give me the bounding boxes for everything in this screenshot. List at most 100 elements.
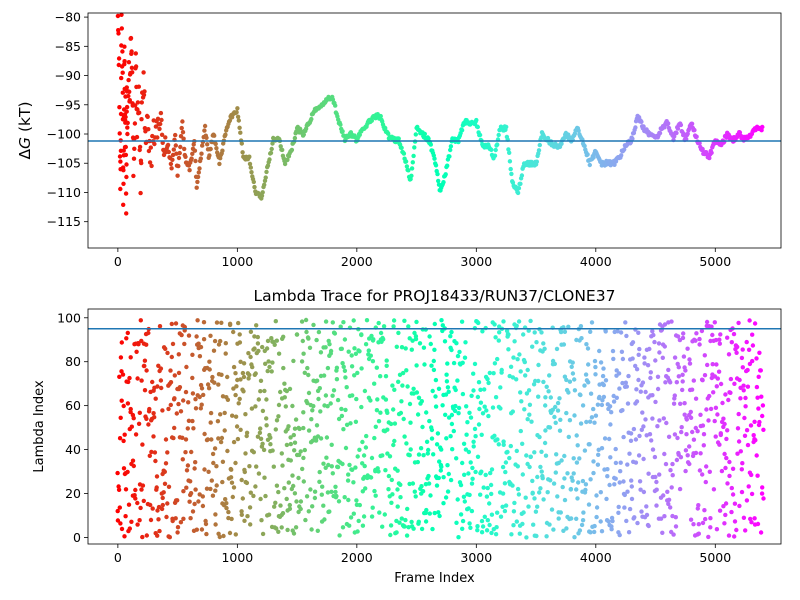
lambda-point bbox=[569, 364, 574, 369]
lambda-point bbox=[688, 415, 694, 420]
lambda-point bbox=[502, 481, 508, 486]
top-y-tick-label: −115 bbox=[47, 214, 81, 229]
lambda-point bbox=[437, 459, 442, 464]
lambda-point bbox=[298, 506, 303, 512]
lambda-point bbox=[351, 511, 356, 516]
lambda-point bbox=[683, 448, 689, 453]
dg-point bbox=[134, 134, 140, 140]
lambda-point bbox=[750, 358, 755, 364]
dg-point bbox=[207, 153, 212, 158]
lambda-point bbox=[466, 471, 471, 476]
lambda-point bbox=[728, 376, 734, 382]
lambda-point bbox=[444, 372, 449, 377]
lambda-point bbox=[293, 417, 299, 422]
lambda-point bbox=[230, 413, 235, 418]
lambda-point bbox=[323, 465, 328, 470]
lambda-point bbox=[492, 361, 498, 366]
lambda-point bbox=[718, 332, 723, 337]
lambda-point bbox=[269, 336, 274, 341]
lambda-point bbox=[160, 502, 165, 508]
lambda-point bbox=[547, 522, 552, 527]
lambda-point bbox=[572, 413, 577, 418]
lambda-point bbox=[115, 518, 121, 523]
lambda-point bbox=[651, 332, 656, 338]
lambda-point bbox=[536, 378, 541, 384]
lambda-point bbox=[241, 389, 246, 394]
lambda-point bbox=[255, 341, 261, 346]
lambda-point bbox=[324, 435, 330, 440]
dg-point bbox=[118, 186, 123, 192]
lambda-point bbox=[617, 480, 622, 485]
lambda-point bbox=[199, 402, 204, 407]
lambda-point bbox=[758, 530, 764, 535]
lambda-point bbox=[594, 493, 599, 498]
lambda-point bbox=[503, 469, 508, 475]
lambda-point bbox=[588, 391, 594, 396]
lambda-point bbox=[429, 363, 434, 368]
lambda-point bbox=[611, 356, 616, 362]
lambda-point bbox=[421, 345, 427, 350]
dg-point bbox=[238, 130, 243, 135]
lambda-point bbox=[422, 362, 427, 367]
lambda-point bbox=[520, 472, 525, 477]
lambda-point bbox=[413, 336, 419, 342]
dg-point bbox=[159, 117, 164, 123]
lambda-point bbox=[520, 441, 525, 446]
lambda-point bbox=[279, 451, 284, 456]
dg-point bbox=[197, 166, 202, 171]
lambda-point bbox=[472, 361, 478, 367]
lambda-point bbox=[752, 321, 758, 326]
lambda-point bbox=[298, 499, 304, 504]
dg-point bbox=[136, 84, 141, 89]
dg-point bbox=[180, 119, 185, 124]
lambda-point bbox=[194, 527, 199, 532]
lambda-point bbox=[471, 444, 476, 449]
lambda-point bbox=[722, 421, 727, 427]
lambda-point bbox=[214, 320, 220, 325]
lambda-point bbox=[306, 336, 311, 341]
lambda-point bbox=[739, 355, 745, 361]
lambda-point bbox=[675, 435, 680, 441]
lambda-point bbox=[120, 372, 126, 377]
dg-point bbox=[175, 173, 180, 178]
lambda-point bbox=[168, 402, 173, 408]
lambda-point bbox=[583, 482, 589, 487]
lambda-point bbox=[654, 503, 659, 508]
lambda-point bbox=[540, 473, 545, 479]
lambda-point bbox=[426, 473, 431, 479]
lambda-point bbox=[636, 352, 641, 357]
lambda-point bbox=[680, 372, 685, 377]
lambda-point bbox=[131, 463, 136, 469]
lambda-point bbox=[515, 464, 520, 469]
lambda-point bbox=[118, 355, 124, 360]
lambda-point bbox=[268, 435, 273, 440]
lambda-point bbox=[463, 340, 468, 345]
lambda-point bbox=[662, 322, 668, 327]
dg-point bbox=[121, 148, 126, 153]
dg-point bbox=[448, 144, 454, 149]
lambda-point bbox=[732, 381, 737, 386]
lambda-point bbox=[224, 501, 229, 506]
lambda-point bbox=[712, 320, 717, 325]
lambda-point bbox=[255, 434, 261, 439]
lambda-point bbox=[725, 335, 730, 340]
lambda-point bbox=[480, 411, 486, 416]
lambda-point bbox=[627, 451, 632, 456]
lambda-point bbox=[427, 418, 432, 424]
lambda-point bbox=[459, 319, 465, 324]
dg-point bbox=[119, 12, 124, 17]
dg-point bbox=[165, 142, 171, 148]
lambda-point bbox=[370, 505, 375, 510]
lambda-point bbox=[229, 467, 234, 472]
lambda-point bbox=[467, 410, 472, 415]
lambda-point bbox=[175, 530, 180, 535]
lambda-point bbox=[235, 436, 241, 442]
lambda-point bbox=[394, 530, 399, 535]
lambda-point bbox=[372, 381, 377, 386]
lambda-point bbox=[117, 505, 123, 510]
lambda-point bbox=[614, 368, 619, 373]
lambda-point bbox=[636, 377, 641, 383]
lambda-point bbox=[485, 485, 490, 491]
lambda-point bbox=[734, 527, 739, 533]
bottom-chart-title: Lambda Trace for PROJ18433/RUN37/CLONE37 bbox=[254, 287, 616, 305]
